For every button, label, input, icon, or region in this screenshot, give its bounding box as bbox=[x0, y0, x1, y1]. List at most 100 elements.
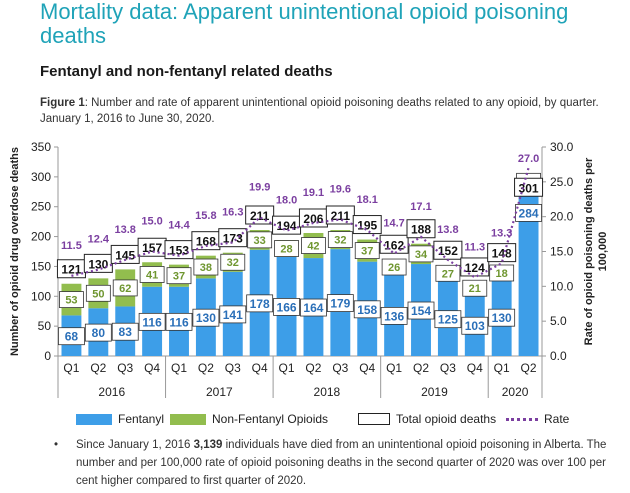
summary-text-part1: Since January 1, 2016 bbox=[76, 439, 194, 451]
total-value-label: 157 bbox=[142, 241, 162, 255]
rate-value-label: 19.1 bbox=[303, 187, 324, 199]
x-tick-label: Q4 bbox=[359, 361, 375, 375]
x-tick-label: Q1 bbox=[171, 361, 187, 375]
rate-value-label: 13.3 bbox=[491, 227, 512, 239]
non-fentanyl-label-box bbox=[354, 242, 380, 260]
y2-tick-label: 15.0 bbox=[550, 245, 574, 259]
fentanyl-label-box bbox=[488, 308, 516, 327]
fentanyl-value-label: 178 bbox=[250, 297, 270, 311]
non-fentanyl-value-label: 32 bbox=[227, 257, 239, 269]
total-value-label: 195 bbox=[357, 219, 377, 233]
non-fentanyl-label-box bbox=[193, 258, 219, 276]
rate-value-label: 11.3 bbox=[464, 241, 485, 253]
fentanyl-label-box bbox=[246, 294, 274, 313]
legend-label-total: Total opioid deaths bbox=[396, 412, 497, 426]
rate-value-label: 19.9 bbox=[249, 181, 270, 193]
x-tick-label: Q2 bbox=[305, 361, 321, 375]
total-value-label: 194 bbox=[277, 219, 297, 233]
x-tick-label: Q4 bbox=[467, 361, 483, 375]
y2-tick-label: 10.0 bbox=[550, 279, 574, 293]
y2-tick-label: 0.0 bbox=[550, 349, 567, 363]
non-fentanyl-value-label: 62 bbox=[119, 283, 131, 295]
non-fentanyl-value-label: 28 bbox=[280, 244, 292, 256]
x-tick-label: Q4 bbox=[144, 361, 160, 375]
fentanyl-value-label: 164 bbox=[303, 301, 323, 315]
legend-item-non-fentanyl: Non-Fentanyl Opioids bbox=[170, 412, 328, 426]
total-value-label: 173 bbox=[223, 232, 243, 246]
non-fentanyl-value-label: 37 bbox=[173, 271, 185, 283]
total-value-label: 148 bbox=[492, 247, 512, 261]
total-value-label: 152 bbox=[438, 244, 458, 258]
non-fentanyl-value-label: 53 bbox=[65, 295, 77, 307]
y2-tick-label: 30.0 bbox=[550, 140, 574, 154]
bar-fentanyl bbox=[518, 186, 539, 356]
fentanyl-value-label: 80 bbox=[92, 326, 106, 340]
total-value-label: 130 bbox=[88, 257, 108, 271]
rate-value-label: 13.8 bbox=[115, 224, 136, 236]
non-fentanyl-value-label: 26 bbox=[388, 262, 400, 274]
x-tick-label: Q1 bbox=[63, 361, 79, 375]
total-value-label: 301 bbox=[519, 181, 539, 195]
fentanyl-value-label: 130 bbox=[492, 311, 512, 325]
y2-axis-title-line2: 100,000 bbox=[597, 232, 609, 272]
fentanyl-label-box bbox=[461, 316, 489, 335]
summary-highlight: 3,139 bbox=[193, 439, 223, 451]
fentanyl-value-label: 154 bbox=[411, 304, 431, 318]
chart-subtitle: Fentanyl and non-fentanyl related deaths bbox=[40, 63, 333, 80]
figure-caption: Figure 1: Number and rate of apparent un… bbox=[40, 95, 600, 127]
non-fentanyl-label-box bbox=[274, 240, 299, 257]
non-fentanyl-label-box bbox=[139, 266, 165, 283]
fentanyl-value-label: 166 bbox=[277, 300, 297, 314]
total-label-box bbox=[325, 205, 355, 225]
non-fentanyl-label-box bbox=[301, 237, 326, 254]
non-fentanyl-value-label: 42 bbox=[307, 241, 319, 253]
legend-label-non-fentanyl: Non-Fentanyl Opioids bbox=[212, 412, 329, 426]
legend-swatch-rate bbox=[506, 417, 538, 421]
rate-value-label: 14.7 bbox=[383, 218, 404, 230]
legend-swatch-fentanyl bbox=[76, 413, 112, 425]
non-fentanyl-label-box bbox=[85, 284, 111, 302]
rate-value-label: 18.1 bbox=[357, 194, 378, 206]
legend-label-rate: Rate bbox=[544, 412, 570, 426]
non-fentanyl-value-label: 33 bbox=[254, 235, 266, 247]
y-tick-label: 0 bbox=[44, 349, 51, 363]
x-tick-label: Q2 bbox=[413, 361, 429, 375]
non-fentanyl-value-label: 18 bbox=[496, 268, 508, 280]
fentanyl-value-label: 83 bbox=[119, 325, 133, 339]
fentanyl-value-label: 158 bbox=[357, 303, 377, 317]
non-fentanyl-label-box bbox=[220, 253, 246, 271]
rate-value-label: 11.5 bbox=[61, 240, 82, 252]
opioid-deaths-chart: 0 50 100 150 200 250 300 350 0.0 5.0 10.0 15.0 20.0 2… bbox=[9, 140, 609, 399]
fentanyl-value-label: 116 bbox=[142, 315, 162, 329]
non-fentanyl-value-label: 32 bbox=[334, 235, 346, 247]
fentanyl-value-label: 136 bbox=[384, 309, 404, 323]
total-value-label: 206 bbox=[303, 212, 323, 226]
y-tick-label: 100 bbox=[31, 289, 51, 303]
fentanyl-value-label: 141 bbox=[223, 308, 243, 322]
x-tick-label: Q2 bbox=[198, 361, 214, 375]
rate-value-label: 12.4 bbox=[88, 234, 110, 246]
non-fentanyl-label-box bbox=[327, 231, 353, 248]
figure-caption-text: : Number and rate of apparent unintentio… bbox=[40, 97, 599, 125]
fentanyl-value-label: 68 bbox=[65, 330, 79, 344]
fentanyl-label-box bbox=[165, 312, 193, 331]
total-value-label: 121 bbox=[61, 263, 81, 277]
fentanyl-label-box bbox=[219, 305, 247, 324]
legend-swatch-total bbox=[358, 413, 390, 425]
fentanyl-label-box bbox=[192, 308, 220, 327]
fentanyl-label-box bbox=[273, 298, 300, 316]
non-fentanyl-label-box bbox=[489, 264, 515, 282]
non-fentanyl-value-label: 21 bbox=[469, 283, 481, 295]
x-tick-label: Q1 bbox=[494, 361, 510, 375]
non-fentanyl-label-box bbox=[247, 231, 273, 249]
fentanyl-value-label: 130 bbox=[196, 311, 216, 325]
rate-value-label: 16.3 bbox=[222, 206, 243, 218]
y-tick-label: 200 bbox=[31, 230, 51, 244]
total-value-label: 188 bbox=[411, 223, 431, 237]
non-fentanyl-value-label: 50 bbox=[92, 288, 104, 300]
x-tick-label: Q1 bbox=[279, 361, 295, 375]
summary-text: Since January 1, 2016 3,139 individuals … bbox=[76, 436, 612, 490]
legend-label-fentanyl: Fentanyl bbox=[118, 412, 165, 426]
fentanyl-label-box bbox=[326, 294, 354, 312]
rate-value-label: 13.8 bbox=[437, 224, 458, 236]
